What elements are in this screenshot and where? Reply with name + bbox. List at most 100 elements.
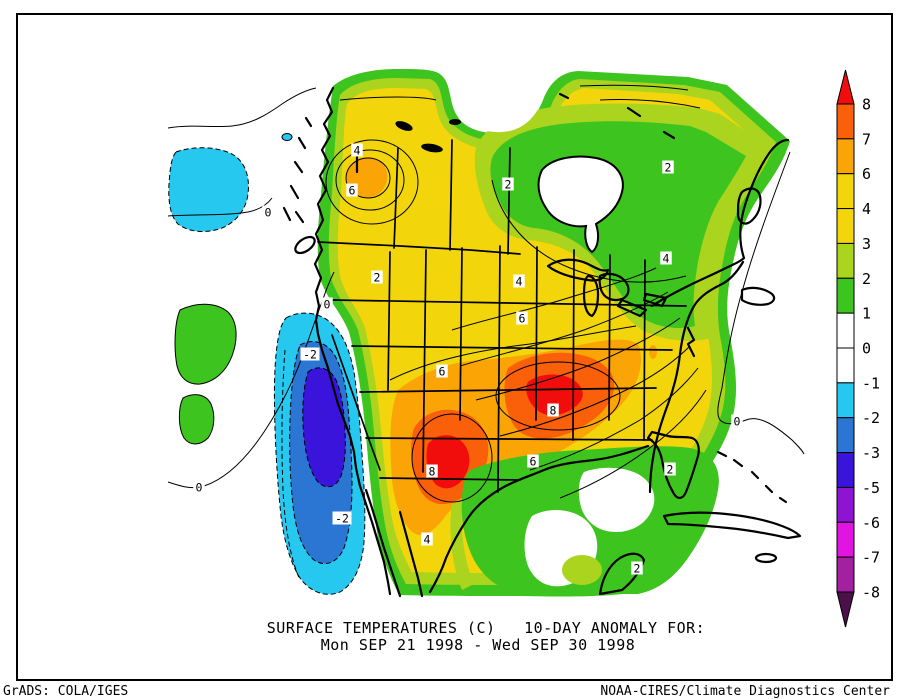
- florida-outline: [646, 430, 700, 499]
- contour-lines: [167, 84, 805, 581]
- colorbar-label: -2: [862, 409, 880, 427]
- newfoundland-outline: [736, 187, 762, 225]
- colorbar-label: 3: [862, 235, 871, 253]
- bahamas-dash-5: [778, 496, 788, 504]
- nova-scotia-outline: [740, 286, 776, 306]
- contour-diag-3: [475, 317, 681, 401]
- contour-diag-5: [529, 367, 699, 471]
- colorbar-segment: [836, 208, 855, 244]
- title-line-2: Mon SEP 21 1998 - Wed SEP 30 1998: [321, 636, 636, 654]
- credit-grads: GrADS: COLA/IGES: [3, 684, 128, 699]
- contour-label-text: -2: [303, 348, 317, 362]
- colorbar-label: -3: [862, 444, 880, 462]
- st-lawrence-coast: [650, 256, 746, 308]
- great-bear-lake: [395, 121, 413, 131]
- north-lake-speck: [449, 119, 461, 125]
- fill-left-green-blob-b: [178, 394, 215, 445]
- contour-label-text: 0: [196, 481, 203, 495]
- contour-label-box: [436, 364, 448, 378]
- projection-white-notch: [437, 70, 576, 133]
- contour-label-text: 0: [324, 298, 331, 312]
- contour-diag-6: [559, 389, 707, 499]
- state-border-h6: [379, 477, 521, 481]
- contour-label-text: 2: [374, 271, 381, 285]
- contour-label-text: -2: [335, 512, 349, 526]
- colorbar-segment: [836, 521, 855, 558]
- contour-label-box: [664, 462, 676, 476]
- canada-border-1: [393, 147, 399, 249]
- lake-superior: [546, 258, 610, 282]
- jamaica-outline: [754, 552, 778, 564]
- colorbar-segment: [836, 347, 855, 384]
- contour-label-box: [332, 511, 352, 525]
- nw-hotspot-ring-mid: [335, 149, 405, 211]
- fill-mexico-yellowgreen-strip: [450, 500, 474, 590]
- lake-ontario: [642, 292, 668, 308]
- colorbar-label: 0: [862, 340, 871, 358]
- colorbar-segment: [836, 452, 855, 488]
- colorbar-segment: [836, 173, 855, 210]
- contour-label-box: [262, 205, 274, 219]
- gulf-of-california-coast: [364, 488, 402, 598]
- california-border: [331, 334, 381, 471]
- contour-label-text: 6: [519, 312, 526, 326]
- contour-label-box: [346, 183, 358, 197]
- title-line-1: SURFACE TEMPERATURES (C) 10-DAY ANOMALY …: [267, 619, 705, 637]
- bc-island-5: [294, 210, 305, 224]
- great-slave-lake: [421, 143, 443, 153]
- contour-label-box: [516, 311, 528, 325]
- colorbar-segment: [836, 312, 855, 349]
- contour-label-text: 2: [634, 562, 641, 576]
- colorbar-segment: [836, 138, 855, 175]
- contour-label-box: [731, 414, 743, 428]
- anomaly-fills: [168, 69, 790, 597]
- bc-island-1: [304, 116, 313, 128]
- colorbar: 8 7 6 4 3 2 1 0 -1 -2 -3 -5 -6 -7 -8: [836, 69, 880, 628]
- contour-minus1-inner: [281, 349, 301, 581]
- contour-label-box: [426, 464, 438, 478]
- fill-east-orange-spot: [649, 345, 657, 359]
- contour-hudson-arc: [491, 179, 687, 283]
- fill-pacific-cyan-blob: [168, 147, 249, 232]
- colorbar-segment: [836, 382, 855, 419]
- contour-north-1: [339, 96, 437, 101]
- haida-gwaii-island: [282, 206, 292, 222]
- contour-label-box: [513, 274, 525, 288]
- bahamas-dash-4: [764, 484, 774, 494]
- bc-island-3: [293, 160, 304, 174]
- contour-label-box: [193, 480, 205, 494]
- vancouver-island: [294, 235, 316, 255]
- contour-label-box: [660, 251, 672, 265]
- colorbar-label: 8: [862, 96, 871, 114]
- geography: [282, 86, 802, 598]
- contour-label-text: 0: [265, 206, 272, 220]
- colorbar-label: 4: [862, 200, 871, 218]
- hudson-bay-water: [537, 155, 624, 254]
- bc-island-2: [297, 136, 307, 150]
- colorbar-label: -8: [862, 584, 880, 602]
- state-border-v2: [422, 249, 427, 473]
- contour-label-text: 4: [424, 533, 431, 547]
- contour-label-text: 2: [665, 161, 672, 175]
- sw-core-ring: [411, 413, 493, 503]
- bahamas-dash-2: [732, 458, 744, 468]
- canada-border-2: [449, 139, 453, 251]
- contour-zero-pacific-mid: [167, 197, 273, 217]
- contour-label-text: 8: [429, 465, 436, 479]
- contour-label-box: [631, 561, 643, 575]
- bahamas-dash-3: [750, 470, 760, 480]
- colorbar-arrow-top: [836, 69, 855, 105]
- state-border-h4: [359, 387, 657, 393]
- colorbar-label: 7: [862, 130, 871, 148]
- contour-label-box: [502, 177, 514, 191]
- mexico-mainland-coast: [398, 510, 424, 598]
- colorbar-label: -7: [862, 549, 880, 567]
- lake-erie: [616, 298, 648, 318]
- fill-south-florida-yellowgreen: [562, 555, 602, 585]
- contour-label-box: [300, 347, 320, 361]
- atlantic-coastline: [648, 260, 745, 494]
- colorbar-label: 1: [862, 305, 871, 323]
- central-core-ring: [495, 361, 621, 431]
- pacific-coastline: [313, 86, 392, 596]
